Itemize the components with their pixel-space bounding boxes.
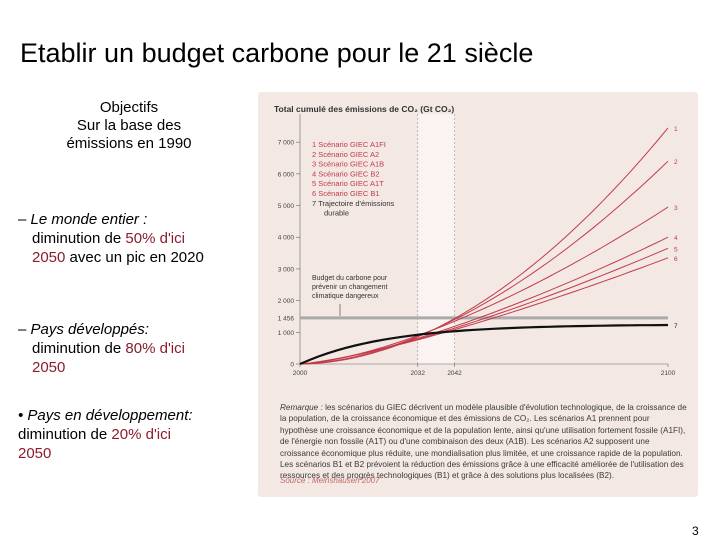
x-tick-label: 2000: [293, 370, 308, 377]
series-line-7: [299, 323, 669, 366]
emissions-figure: Total cumulé des émissions de CO₂ (Gt CO…: [258, 92, 698, 497]
figure-note: Remarque : les scénarios du GIEC décrive…: [280, 402, 688, 482]
objectifs-block: Objectifs Sur la base des émissions en 1…: [20, 99, 238, 153]
series-label-6: 6: [674, 256, 678, 263]
legend-entry: 2 Scénario GIEC A2: [312, 150, 379, 159]
bullet-highlight: 2050: [32, 359, 66, 376]
bullet-highlight: 80% d'ici: [125, 340, 185, 357]
series-label-1: 1: [674, 126, 678, 133]
emissions-chart: Total cumulé des émissions de CO₂ (Gt CO…: [274, 104, 678, 377]
legend-entry: 5 Scénario GIEC A1T: [312, 179, 384, 188]
annotation-line: prévenir un changement: [312, 284, 388, 291]
note-label: Remarque :: [280, 403, 323, 412]
legend-entry: 1 Scénario GIEC A1FI: [312, 140, 386, 149]
bullet-lead: • Pays en développement:: [18, 407, 193, 424]
y-tick-label: 0: [290, 362, 294, 369]
legend-entry: durable: [324, 209, 349, 218]
x-tick-label: 2042: [447, 370, 462, 377]
bullet-lead: – Pays développés:: [18, 321, 149, 338]
bullet-monde: – Le monde entier : diminution de 50% d'…: [18, 210, 243, 267]
bullet-body: diminution de 50% d'ici: [18, 229, 243, 248]
note-text: les scénarios du GIEC décrivent un modèl…: [280, 403, 687, 481]
series-label-7: 7: [674, 323, 678, 330]
y-tick-label: 7 000: [278, 140, 295, 147]
objectifs-line: Sur la base des: [76, 117, 182, 134]
annotation-line: climatique dangereux: [312, 293, 379, 300]
y-tick-label: 1 000: [278, 330, 295, 337]
bullet-text: diminution de: [32, 340, 126, 357]
legend-entry: 6 Scénario GIEC B1: [312, 189, 380, 198]
series-label-4: 4: [674, 235, 678, 242]
y-tick-label: 6 000: [278, 171, 295, 178]
bullet-body: diminution de 80% d'ici: [18, 339, 243, 358]
series-line-1: [299, 127, 669, 365]
highlight-band: [417, 114, 455, 364]
y-tick-label: 2 000: [278, 298, 295, 305]
y-tick-label: 3 000: [278, 266, 295, 273]
bullet-text: diminution de: [18, 426, 112, 443]
bullet-highlight: 2050: [18, 445, 52, 462]
series-line-2: [299, 160, 669, 365]
bullet-body: 2050: [18, 444, 243, 463]
legend-entry: 7 Trajectoire d'émissions: [312, 199, 395, 208]
x-tick-label: 2100: [661, 370, 676, 377]
objectifs-heading: Objectifs: [99, 99, 159, 116]
series-label-3: 3: [674, 205, 678, 212]
bullet-highlight: 2050: [32, 249, 66, 266]
x-tick-label: 2032: [411, 370, 426, 377]
y-tick-label-budget: 1 456: [278, 315, 295, 322]
y-tick-label: 5 000: [278, 203, 295, 210]
figure-source: Source : Meinshausen 2007: [280, 476, 380, 485]
slide-title: Etablir un budget carbone pour le 21 siè…: [20, 38, 534, 68]
chart-title: Total cumulé des émissions de CO₂ (Gt CO…: [274, 104, 454, 114]
page-number: 3: [692, 524, 699, 538]
bullet-text: diminution de: [32, 230, 126, 247]
series-line-6: [299, 257, 669, 365]
legend-entry: 3 Scénario GIEC A1B: [312, 160, 384, 169]
y-tick-label: 4 000: [278, 235, 295, 242]
series-label-2: 2: [674, 159, 678, 166]
bullet-text: avec un pic en 2020: [65, 249, 204, 266]
series-label-5: 5: [674, 246, 678, 253]
bullet-pays-en-developpement: • Pays en développement: diminution de 2…: [18, 406, 243, 463]
budget-annotation: Budget du carbone pour prévenir un change…: [312, 275, 388, 316]
bullet-body: diminution de 20% d'ici: [18, 425, 243, 444]
bullet-body: 2050: [18, 358, 243, 377]
bullet-body: 2050 avec un pic en 2020: [18, 248, 243, 267]
bullet-highlight: 20% d'ici: [111, 426, 171, 443]
objectifs-line: émissions en 1990: [66, 135, 192, 152]
bullet-lead: – Le monde entier :: [18, 211, 148, 228]
bullet-pays-developpes: – Pays développés: diminution de 80% d'i…: [18, 320, 243, 377]
series-line-5: [299, 247, 669, 365]
legend-entry: 4 Scénario GIEC B2: [312, 169, 380, 178]
annotation-line: Budget du carbone pour: [312, 275, 388, 282]
bullet-highlight: 50% d'ici: [125, 230, 185, 247]
